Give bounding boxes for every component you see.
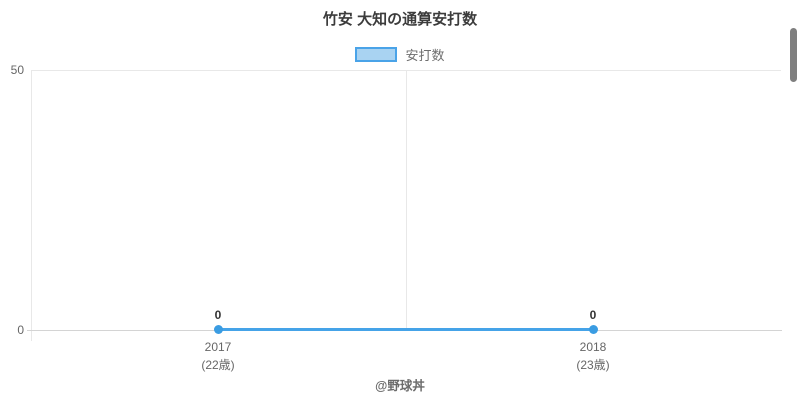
series-line-hits xyxy=(218,328,595,331)
data-point-2018[interactable] xyxy=(589,325,598,334)
y-tick-0: 0 xyxy=(17,323,24,337)
vertical-scrollbar-thumb[interactable] xyxy=(790,28,797,82)
y-axis-line xyxy=(31,70,32,341)
x-tick-2018-year: 2018 xyxy=(579,340,607,354)
data-label-2017: 0 xyxy=(214,308,222,322)
data-point-2017[interactable] xyxy=(214,325,223,334)
y-tick-50: 50 xyxy=(10,63,24,77)
data-label-2018: 0 xyxy=(589,308,597,322)
x-tick-2017-age: (22歳) xyxy=(201,358,235,372)
x-tick-2017-year: 2017 xyxy=(204,340,232,354)
gridline-vertical xyxy=(406,70,407,330)
legend-label: 安打数 xyxy=(405,48,445,63)
chart-title: 竹安 大知の通算安打数 xyxy=(322,11,478,28)
x-tick-2018-age: (23歳) xyxy=(576,358,610,372)
legend-swatch-icon xyxy=(355,47,398,62)
watermark-credit: @野球丼 xyxy=(375,379,425,393)
legend-item-hits[interactable]: 安打数 xyxy=(0,45,800,64)
